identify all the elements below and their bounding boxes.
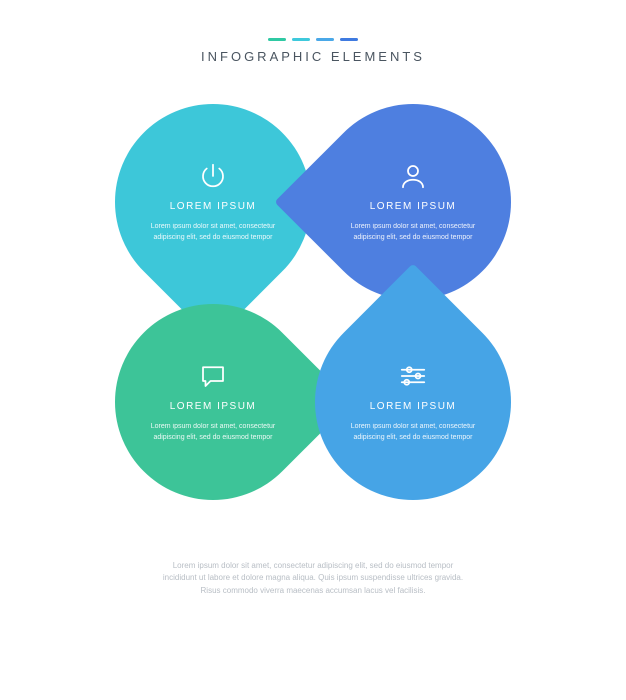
user-icon [398, 161, 428, 191]
petal-diagram: LOREM IPSUM Lorem ipsum dolor sit amet, … [113, 300, 513, 700]
petal-content: LOREM IPSUM Lorem ipsum dolor sit amet, … [128, 161, 298, 243]
petal-bl: LOREM IPSUM Lorem ipsum dolor sit amet, … [74, 263, 351, 540]
petal-text: Lorem ipsum dolor sit amet, consectetur … [148, 222, 278, 243]
petal-text: Lorem ipsum dolor sit amet, consectetur … [348, 222, 478, 243]
power-icon [198, 161, 228, 191]
petal-title: LOREM IPSUM [370, 401, 457, 412]
petal-title: LOREM IPSUM [170, 201, 257, 212]
dash-2 [292, 38, 310, 41]
petal-text: Lorem ipsum dolor sit amet, consectetur … [348, 422, 478, 443]
petal-content: LOREM IPSUM Lorem ipsum dolor sit amet, … [128, 361, 298, 443]
sliders-icon [398, 361, 428, 391]
dash-1 [268, 38, 286, 41]
dash-3 [316, 38, 334, 41]
petal-br: LOREM IPSUM Lorem ipsum dolor sit amet, … [274, 263, 551, 540]
dash-4 [340, 38, 358, 41]
accent-dashes [0, 38, 626, 41]
petal-content: LOREM IPSUM Lorem ipsum dolor sit amet, … [328, 161, 498, 243]
chat-icon [198, 361, 228, 391]
header: INFOGRAPHIC ELEMENTS [0, 0, 626, 64]
petal-text: Lorem ipsum dolor sit amet, consectetur … [148, 422, 278, 443]
petal-content: LOREM IPSUM Lorem ipsum dolor sit amet, … [328, 361, 498, 443]
petal-title: LOREM IPSUM [170, 401, 257, 412]
footer-text: Lorem ipsum dolor sit amet, consectetur … [157, 560, 470, 598]
page-title: INFOGRAPHIC ELEMENTS [0, 49, 626, 64]
petal-title: LOREM IPSUM [370, 201, 457, 212]
